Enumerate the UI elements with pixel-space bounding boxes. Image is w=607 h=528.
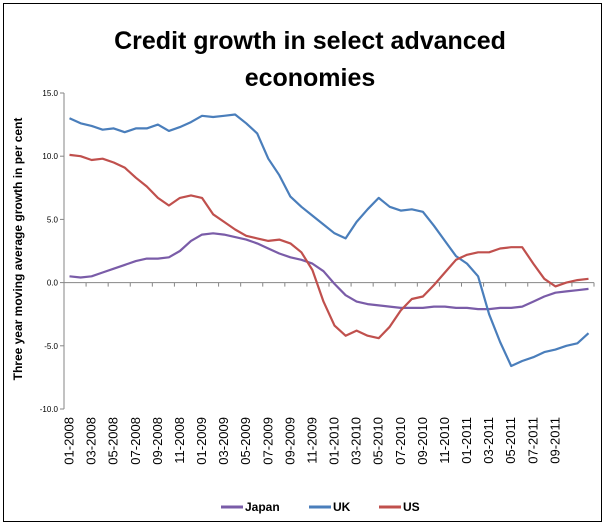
legend-label-uk: UK bbox=[333, 500, 351, 514]
x-tick-label: 03-2011 bbox=[481, 417, 496, 464]
x-tick-label: 03-2008 bbox=[84, 417, 99, 465]
x-tick-label: 03-2010 bbox=[349, 417, 364, 465]
x-tick-label: 03-2009 bbox=[216, 417, 231, 465]
x-tick-label: 11-2008 bbox=[172, 417, 187, 464]
y-tick-label: -10.0 bbox=[40, 405, 59, 414]
x-tick-label: 01-2008 bbox=[62, 417, 77, 465]
x-tick-label: 07-2011 bbox=[525, 417, 540, 464]
axes-group bbox=[63, 93, 594, 409]
x-tick-label: 05-2010 bbox=[371, 417, 386, 465]
x-tick-label: 01-2010 bbox=[327, 417, 342, 465]
x-tick-label: 07-2009 bbox=[260, 417, 275, 465]
y-tick-label: 15.0 bbox=[42, 89, 58, 98]
x-tick-label: 07-2010 bbox=[393, 417, 408, 465]
legend: Japan UK US bbox=[221, 500, 420, 514]
y-axis-label: Three year moving average growth in per … bbox=[11, 118, 25, 381]
ticks-group: 15.0 10.0 5.0 0.0 -5.0 -10.001-2008 03-2008 05-… bbox=[40, 89, 595, 465]
x-tick-label: 09-2011 bbox=[547, 417, 562, 464]
x-tick-label: 11-2009 bbox=[304, 417, 319, 464]
x-tick-label: 09-2008 bbox=[150, 417, 165, 465]
x-tick-label: 07-2008 bbox=[128, 417, 143, 465]
x-tick-label: 11-2010 bbox=[437, 417, 452, 464]
series-line-japan bbox=[69, 232, 589, 311]
y-tick-label: 5.0 bbox=[47, 215, 59, 224]
x-tick-label: 09-2009 bbox=[282, 417, 297, 465]
chart-frame: Credit growth in select advanced economi… bbox=[3, 3, 602, 522]
y-tick-label: -5.0 bbox=[44, 342, 58, 351]
y-tick-label: 0.0 bbox=[47, 279, 59, 288]
series-line-uk bbox=[69, 113, 590, 368]
x-tick-label: 01-2009 bbox=[194, 417, 209, 465]
chart-title-line-2: economies bbox=[245, 64, 376, 92]
legend-label-us: US bbox=[403, 500, 420, 514]
series-lines-group bbox=[69, 113, 590, 368]
y-tick-label: 10.0 bbox=[42, 152, 58, 161]
x-tick-label: 09-2010 bbox=[415, 417, 430, 465]
x-tick-label: 01-2011 bbox=[459, 417, 474, 464]
x-tick-label: 05-2011 bbox=[503, 417, 518, 464]
x-tick-label: 05-2008 bbox=[106, 417, 121, 465]
series-line-us bbox=[69, 153, 589, 340]
legend-label-japan: Japan bbox=[245, 500, 280, 514]
x-tick-label: 05-2009 bbox=[238, 417, 253, 465]
chart-title-line-1: Credit growth in select advanced bbox=[114, 27, 506, 55]
chart-svg: Credit growth in select advanced economi… bbox=[11, 27, 595, 514]
